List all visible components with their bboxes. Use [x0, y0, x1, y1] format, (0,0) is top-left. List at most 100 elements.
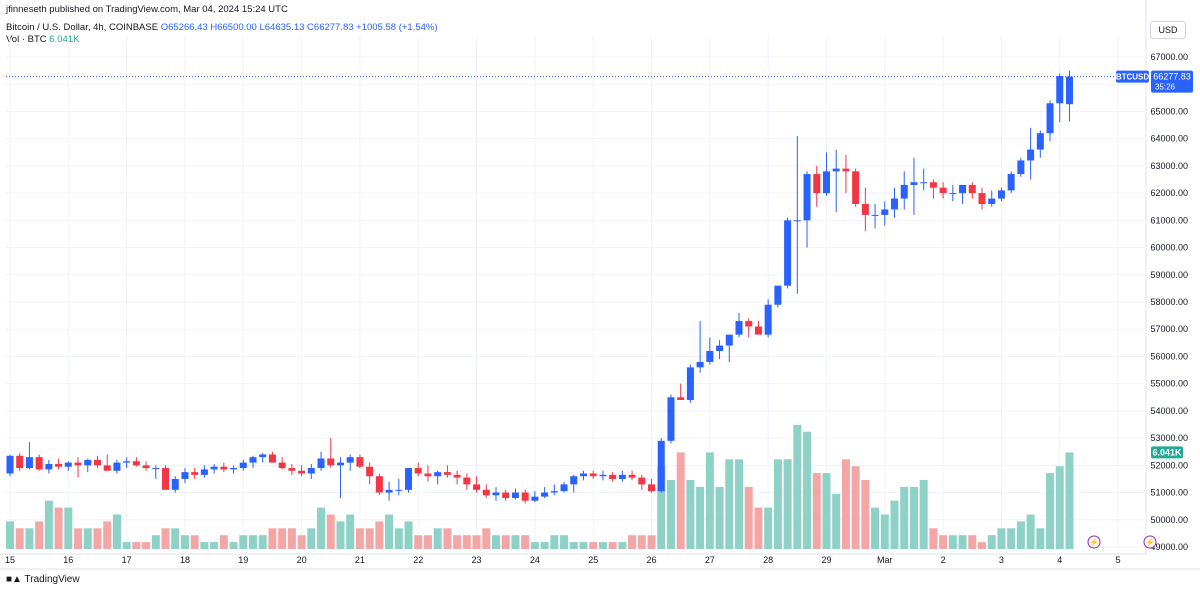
candle-body	[132, 461, 140, 466]
volume-bar	[530, 542, 539, 549]
candle-body	[482, 489, 490, 496]
volume-bar	[365, 528, 374, 549]
candle-body	[657, 440, 665, 492]
candle-body	[774, 285, 782, 305]
volume-bar	[589, 542, 598, 549]
low-value: L64635.13	[259, 22, 305, 33]
candle-body	[638, 477, 646, 485]
candle-body	[609, 474, 617, 479]
candle-body	[560, 484, 568, 492]
time-tick-label: 26	[647, 555, 657, 565]
volume-bar	[180, 535, 189, 549]
volume-bar	[900, 486, 909, 549]
footer-brand[interactable]: ■▲ TradingView	[6, 574, 80, 585]
volume-bar	[103, 521, 112, 549]
candle-body	[405, 468, 413, 490]
candle-body	[453, 474, 461, 478]
volume-bar	[501, 535, 510, 549]
volume-bar	[628, 535, 637, 549]
candle-body	[366, 466, 374, 477]
symbol-description[interactable]: Bitcoin / U.S. Dollar, 4h, COINBASE	[6, 22, 159, 33]
time-tick-label: 20	[297, 555, 307, 565]
time-tick-label: 15	[5, 555, 15, 565]
candle-body	[1056, 76, 1064, 104]
volume-bar	[666, 480, 675, 549]
volume-bar	[258, 535, 267, 549]
candlesticks	[6, 70, 1073, 504]
candle-body	[93, 459, 101, 466]
volume-bar	[725, 459, 734, 549]
close-value: C66277.83	[307, 22, 354, 33]
volume-bars	[6, 424, 1074, 549]
currency-button[interactable]: USD	[1150, 21, 1186, 39]
volume-bar	[841, 459, 850, 549]
volume-bar	[74, 528, 83, 549]
volume-bar	[336, 521, 345, 549]
volume-bar	[676, 452, 685, 549]
price-tick-label: 55000.00	[1150, 379, 1188, 389]
volume-bar	[1007, 528, 1016, 549]
candle-body	[6, 455, 14, 474]
volume-bar	[161, 528, 170, 549]
price-tick-label: 54000.00	[1150, 406, 1188, 416]
candle-body	[200, 469, 208, 475]
price-axis[interactable]: 49000.00 50000.00 51000.00 52000.00 53000.00…	[1145, 0, 1188, 555]
candle-body	[1017, 160, 1025, 175]
volume-bar	[569, 542, 578, 549]
candle-body	[754, 326, 762, 335]
volume-bar	[560, 535, 569, 549]
candle-body	[988, 198, 996, 204]
time-tick-label: 28	[763, 555, 773, 565]
volume-bar	[744, 486, 753, 549]
candle-body	[618, 474, 626, 479]
candle-body	[1036, 133, 1044, 150]
last-price-text: 66277.83	[1153, 72, 1191, 82]
candle-body	[152, 468, 160, 470]
volume-bar	[803, 431, 812, 549]
candle-body	[395, 489, 403, 491]
time-tick-label: 27	[705, 555, 715, 565]
price-tick-label: 56000.00	[1150, 351, 1188, 361]
candle-body	[55, 463, 63, 467]
volume-bar	[15, 528, 24, 549]
candle-body	[249, 457, 257, 463]
candle-body	[677, 397, 685, 400]
volume-bar	[385, 514, 394, 549]
volume-bar	[171, 528, 180, 549]
volume-bar	[433, 528, 442, 549]
volume-bar	[939, 535, 948, 549]
candle-body	[900, 184, 908, 199]
volume-bar	[443, 528, 452, 549]
candle-body	[978, 193, 986, 204]
volume-label[interactable]: Vol · BTC	[6, 34, 47, 45]
lightning-icon[interactable]	[1087, 535, 1101, 549]
candle-body	[852, 171, 860, 204]
volume-bar	[112, 514, 121, 549]
price-tick-label: 52000.00	[1150, 460, 1188, 470]
time-tick-label: 2	[941, 555, 946, 565]
price-tick-label: 50000.00	[1150, 515, 1188, 525]
volume-bar	[521, 535, 530, 549]
volume-bar	[462, 535, 471, 549]
volume-bar	[890, 500, 899, 549]
volume-bar	[987, 535, 996, 549]
volume-bar	[6, 521, 14, 549]
grid-lines	[6, 37, 1144, 549]
candle-body	[443, 472, 451, 475]
volume-bar	[229, 542, 238, 549]
time-axis[interactable]: 15 16 17 18 19 20 21 22 23 24 25 26 27 28 29 Mar 2 3 4 5	[0, 553, 1200, 570]
volume-bar	[142, 542, 151, 549]
volume-bar	[637, 535, 646, 549]
candle-body	[162, 468, 170, 490]
time-tick-label: 25	[588, 555, 598, 565]
volume-bar	[696, 486, 705, 549]
lightning-icon[interactable]	[1143, 535, 1157, 549]
volume-bar	[132, 542, 141, 549]
candle-body	[288, 468, 296, 471]
volume-bar	[978, 542, 986, 549]
candle-body	[531, 496, 539, 501]
price-tick-label: 60000.00	[1150, 243, 1188, 253]
candle-body	[307, 468, 315, 474]
candle-body	[589, 473, 597, 477]
